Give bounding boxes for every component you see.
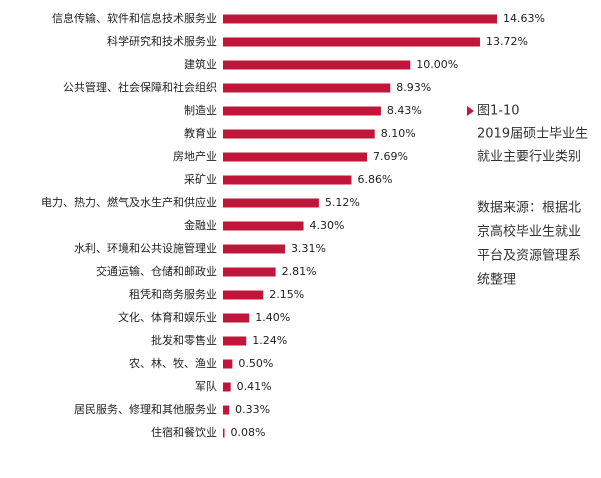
value-label: 5.12%: [325, 196, 360, 209]
category-label: 房地产业: [173, 149, 217, 163]
value-label: 2.15%: [269, 288, 304, 301]
category-label: 电力、热力、燃气及水生产和供应业: [41, 195, 217, 209]
category-label: 科学研究和技术服务业: [107, 34, 217, 48]
value-label: 8.43%: [387, 104, 422, 117]
bar: [223, 152, 368, 162]
bar: [223, 428, 225, 438]
value-label: 13.72%: [486, 35, 528, 48]
value-label: 3.31%: [291, 242, 326, 255]
category-label: 教育业: [184, 126, 217, 140]
category-label: 制造业: [184, 103, 217, 117]
value-label: 14.63%: [503, 12, 545, 25]
figure-marker: [467, 106, 474, 116]
category-label: 水利、环境和公共设施管理业: [74, 241, 217, 255]
bar: [223, 405, 230, 415]
category-label: 金融业: [184, 218, 217, 232]
category-label: 农、林、牧、渔业: [129, 356, 217, 370]
value-label: 8.93%: [396, 81, 431, 94]
value-label: 0.08%: [230, 426, 265, 439]
bar: [223, 267, 276, 277]
bar: [223, 60, 411, 70]
bar: [223, 221, 304, 231]
figure-title: 2019届硕士毕业生: [477, 127, 588, 142]
bar: [223, 83, 391, 93]
value-label: 10.00%: [416, 58, 458, 71]
bar: [223, 244, 285, 254]
value-label: 2.81%: [282, 265, 317, 278]
value-label: 0.50%: [238, 357, 273, 370]
bar: [223, 106, 381, 116]
bar: [223, 382, 231, 392]
category-label: 信息传输、软件和信息技术服务业: [52, 11, 217, 25]
value-label: 0.41%: [237, 380, 272, 393]
bar: [223, 290, 264, 300]
category-label: 租凭和商务服务业: [129, 287, 217, 301]
value-label: 0.33%: [235, 403, 270, 416]
value-label: 8.10%: [381, 127, 416, 140]
value-label: 4.30%: [310, 219, 345, 232]
value-label: 6.86%: [357, 173, 392, 186]
bar: [223, 129, 375, 139]
bar: [223, 359, 233, 369]
value-label: 7.69%: [373, 150, 408, 163]
bar: [223, 37, 480, 47]
category-label: 批发和零售业: [151, 333, 217, 347]
figure-label: 图1-10: [477, 104, 520, 119]
bar: [223, 313, 250, 323]
category-label: 建筑业: [184, 57, 217, 71]
value-label: 1.40%: [255, 311, 290, 324]
bar: [223, 336, 247, 346]
category-label: 住宿和餐饮业: [151, 425, 217, 439]
source-note: 数据来源：根据北: [477, 201, 581, 216]
figure-title: 就业主要行业类别: [477, 150, 581, 165]
category-label: 居民服务、修理和其他服务业: [74, 402, 217, 416]
source-note: 京高校毕业生就业: [477, 224, 581, 240]
category-label: 采矿业: [184, 173, 217, 186]
value-label: 1.24%: [252, 334, 287, 347]
category-label: 文化、体育和娱乐业: [118, 310, 217, 324]
bar: [223, 14, 498, 24]
source-note: 平台及资源管理系: [477, 249, 581, 264]
bar: [223, 175, 352, 185]
bar: [223, 198, 319, 208]
category-label: 军队: [195, 379, 217, 393]
category-label: 交通运输、仓储和邮政业: [96, 264, 217, 278]
category-label: 公共管理、社会保障和社会组织: [63, 80, 217, 94]
source-note: 统整理: [477, 273, 516, 288]
